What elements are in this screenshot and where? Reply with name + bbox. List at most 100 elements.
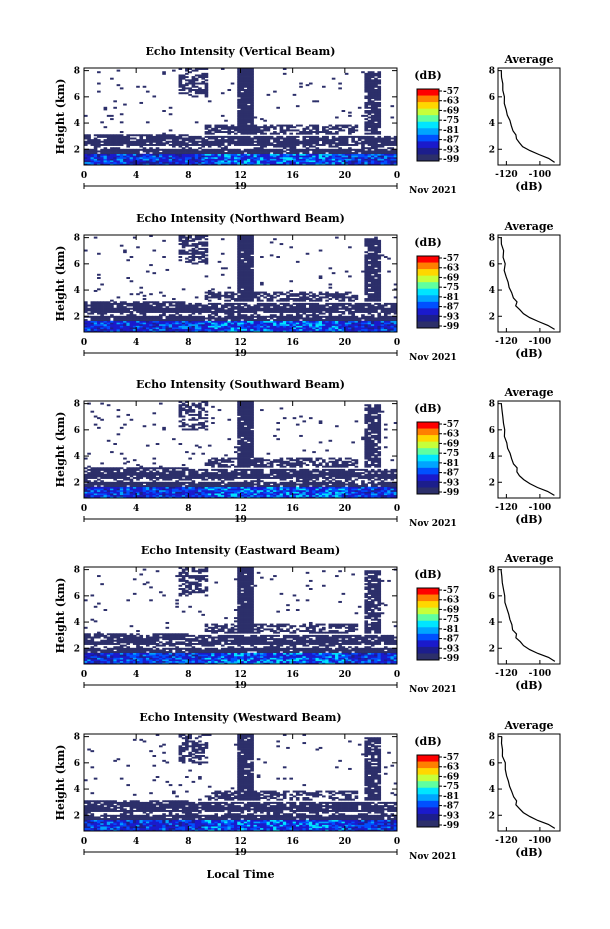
- heatmap-cell: [240, 286, 245, 289]
- heatmap-cell: [188, 260, 192, 263]
- heatmap-cell: [220, 131, 225, 134]
- heatmap-cell: [139, 307, 144, 310]
- heatmap-cell: [338, 323, 342, 326]
- heatmap-cell: [247, 307, 251, 310]
- heatmap-cell: [390, 309, 395, 312]
- heatmap-cell: [198, 152, 202, 155]
- heatmap-cell: [367, 328, 372, 331]
- heatmap-cell: [276, 294, 280, 297]
- heatmap-cell: [354, 124, 359, 127]
- heatmap-cell: [370, 74, 375, 77]
- heatmap-cell: [129, 322, 134, 325]
- heatmap-cell: [344, 325, 349, 328]
- heatmap-cell: [178, 320, 183, 323]
- heatmap-cell: [119, 302, 124, 305]
- heatmap-cell: [263, 148, 267, 151]
- heatmap-cell: [136, 310, 140, 313]
- heatmap-cell: [90, 153, 95, 156]
- heatmap-cell: [351, 315, 355, 318]
- heatmap-cell: [194, 148, 199, 151]
- heatmap-cell: [247, 288, 251, 291]
- heatmap-cell: [237, 110, 241, 112]
- heatmap-cell: [136, 475, 140, 478]
- heatmap-cell: [113, 467, 117, 470]
- heatmap-cell: [370, 322, 375, 325]
- colorbar-label: (dB): [414, 236, 441, 249]
- heatmap-cell: [308, 140, 313, 143]
- heatmap-cell: [289, 330, 294, 333]
- heatmap-cell: [250, 68, 254, 70]
- heatmap-cell: [237, 314, 241, 317]
- heatmap-cell: [377, 256, 382, 258]
- heatmap-cell: [93, 323, 98, 326]
- heatmap-cell: [113, 323, 117, 326]
- heatmap-cell: [344, 320, 349, 323]
- heatmap-cell: [123, 137, 127, 140]
- heatmap-cell: [338, 161, 342, 164]
- heatmap-cell: [295, 327, 300, 330]
- heatmap-cell: [312, 160, 316, 163]
- heatmap-cell: [348, 296, 352, 299]
- heatmap-cell: [247, 328, 251, 331]
- heatmap-cell: [250, 315, 254, 318]
- heatmap-cell: [97, 150, 101, 153]
- heatmap-cell: [344, 156, 349, 159]
- heatmap-cell: [322, 323, 326, 326]
- heatmap-cell: [126, 277, 130, 279]
- heatmap-cell: [97, 478, 101, 481]
- heatmap-cell: [302, 293, 307, 296]
- heatmap-cell: [351, 299, 355, 302]
- heatmap-cell: [338, 129, 342, 132]
- heatmap-cell: [136, 328, 140, 331]
- heatmap-cell: [364, 325, 369, 328]
- heatmap-cell: [370, 259, 375, 262]
- heatmap-cell: [374, 281, 378, 284]
- heatmap-cell: [279, 148, 284, 151]
- heatmap-cell: [273, 137, 277, 140]
- heatmap-cell: [338, 147, 342, 150]
- heatmap-cell: [240, 264, 245, 267]
- heatmap-cell: [331, 323, 336, 326]
- heatmap-cell: [132, 302, 137, 305]
- heatmap-cell: [237, 264, 241, 267]
- heatmap-cell: [110, 472, 114, 475]
- colorbar-tick-label: -87: [443, 136, 459, 146]
- heatmap-cell: [211, 296, 215, 299]
- heatmap-cell: [351, 161, 355, 164]
- heatmap-cell: [103, 142, 108, 145]
- heatmap-cell: [145, 467, 150, 470]
- heatmap-cell: [260, 147, 264, 150]
- heatmap-cell: [116, 304, 121, 307]
- heatmap-cell: [123, 139, 127, 142]
- heatmap-cell: [322, 304, 326, 307]
- heatmap-cell: [292, 135, 297, 138]
- heatmap-cell: [158, 163, 163, 166]
- heatmap-cell: [142, 493, 147, 496]
- heatmap-cell: [237, 281, 241, 284]
- heatmap-cell: [266, 160, 271, 163]
- heatmap-cell: [276, 150, 280, 153]
- heatmap-cell: [116, 491, 121, 494]
- heatmap-cell: [243, 288, 248, 291]
- heatmap-cell: [383, 330, 388, 333]
- heatmap-cell: [338, 302, 342, 305]
- heatmap-cell: [87, 485, 91, 488]
- heatmap-cell: [119, 152, 124, 155]
- heatmap-cell: [126, 309, 130, 312]
- average-title: Average: [503, 220, 553, 233]
- heatmap-cell: [194, 158, 199, 161]
- heatmap-cell: [230, 142, 235, 145]
- heatmap-cell: [364, 317, 369, 320]
- heatmap-cell: [279, 163, 284, 166]
- heatmap-cell: [341, 315, 346, 318]
- heatmap-cell: [214, 129, 219, 132]
- heatmap-cell: [322, 306, 326, 309]
- heatmap-cell: [260, 135, 264, 138]
- heatmap-cell: [155, 302, 160, 305]
- heatmap-cell: [158, 155, 163, 158]
- heatmap-cell: [302, 152, 307, 155]
- heatmap-cell: [263, 304, 267, 307]
- heatmap-cell: [380, 163, 385, 166]
- heatmap-cell: [243, 121, 248, 124]
- colorbar-tick-label: -57: [443, 254, 459, 264]
